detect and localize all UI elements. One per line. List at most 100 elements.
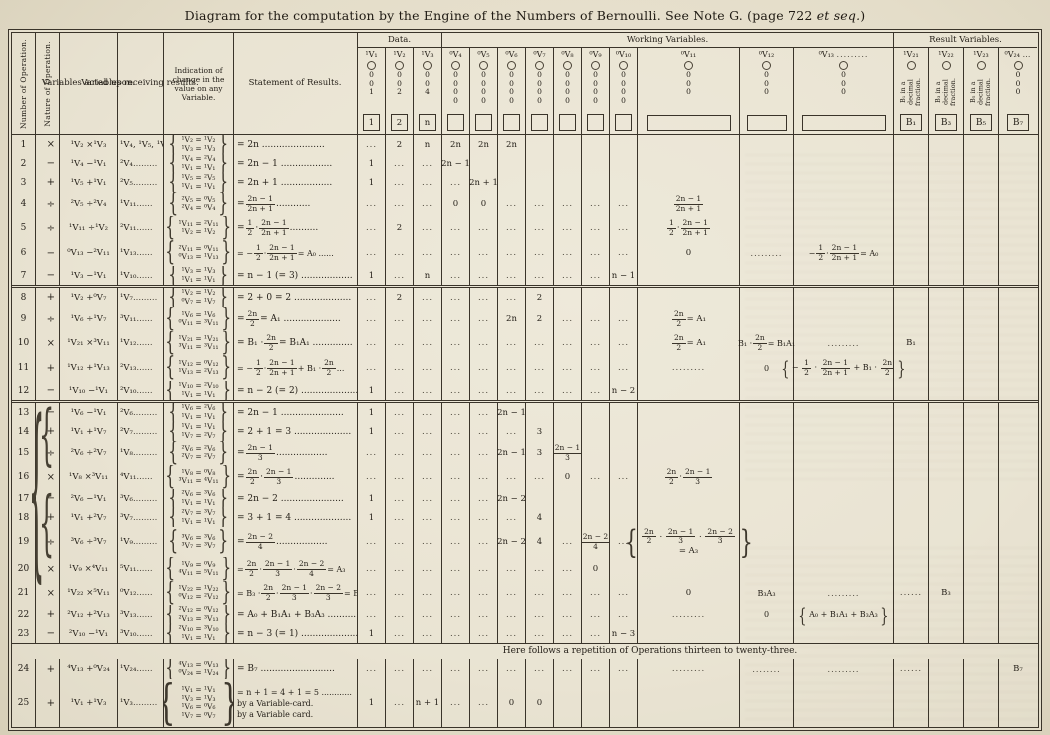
variable-label: ¹V₂₂ <box>938 50 954 59</box>
cell-v8: ... <box>554 557 582 581</box>
cell-v4: ... <box>442 216 470 240</box>
cell-v11 <box>638 557 740 581</box>
operation-number: 19 <box>12 527 36 557</box>
cell-v3: ... <box>414 192 442 216</box>
cell-v1: ... <box>358 441 386 465</box>
cell-v4: ... <box>442 624 470 643</box>
cell-v22 <box>929 266 964 285</box>
variable-circle-icon <box>535 61 544 70</box>
variable-circle-icon <box>507 61 516 70</box>
cell-v1: ... <box>358 216 386 240</box>
cell-v23 <box>964 135 999 154</box>
statement-of-results: = A₀ + B₁A₁ + B₃A₃ ............ <box>234 605 358 624</box>
cell-v21 <box>894 624 929 643</box>
initial-digit: 0 <box>593 70 598 79</box>
cell-v22 <box>929 465 964 489</box>
cell-v8: ... <box>554 216 582 240</box>
cell-v3: ... <box>414 489 442 508</box>
indication-of-change: {²V₆ = ²V₆ ²V₇ = ²V₇} <box>164 441 234 465</box>
variable-receiving-result: ¹V₁₂ ...... <box>118 331 164 355</box>
value-box: B₇ <box>1007 114 1029 131</box>
cell-v3: ... <box>414 581 442 605</box>
cell-v7: ... <box>526 605 554 624</box>
initial-digit: 0 <box>593 87 598 96</box>
cell-v22 <box>929 331 964 355</box>
variable-receiving-result: ²V₇ ......... <box>118 422 164 441</box>
variable-circle-icon <box>423 61 432 70</box>
variables-acted-upon: ¹V₂ +⁰V₇ <box>60 288 118 307</box>
cell-v6 <box>498 173 526 192</box>
cell-v4: ... <box>442 422 470 441</box>
column-header-v7: ⁰V₇ 0 0 0 0 <box>526 48 554 134</box>
variable-receiving-result: ³V₇ ......... <box>118 508 164 527</box>
header-variables-acted-upon: Variables acted upon. <box>42 33 135 134</box>
cell-v7: ... <box>526 624 554 643</box>
statement-of-results: = n − 2 (= 2) .................... <box>234 381 358 400</box>
variable-circle-icon <box>762 61 771 70</box>
cell-v24 <box>999 465 1037 489</box>
cell-v12: B₁ · 2n 2 = B₁A₁ <box>738 331 795 355</box>
cell-v3: ... <box>414 403 442 422</box>
indication-of-change: {¹V₃ = ¹V₃ ¹V₁ = ¹V₁} <box>164 266 234 285</box>
column-header-v5: ⁰V₅ 0 0 0 0 <box>470 48 498 134</box>
cell-v8 <box>554 135 582 154</box>
initial-digit: 0 <box>509 70 514 79</box>
variables-acted-upon: ¹V₈ ×³V₁₁ <box>60 465 118 489</box>
cell-v2: ... <box>386 266 414 285</box>
initial-digit: 0 <box>565 78 570 88</box>
cell-v2: ... <box>386 659 414 679</box>
cell-v1: 1 <box>358 173 386 192</box>
indication-of-change: {¹V₉ = ⁰V₉ ⁴V₁₁ = ⁵V₁₁} <box>164 557 234 581</box>
cell-v21 <box>894 288 929 307</box>
cell-v13 <box>794 135 894 154</box>
cell-v21 <box>894 381 929 400</box>
cell-v6: 2n − 1 <box>497 403 526 422</box>
statement-of-results: = B₃ · 2n2 · 2n − 13 · 2n − 23 = B₃A₃ <box>234 581 358 605</box>
cell-v10: ... <box>610 240 638 266</box>
cell-v2: ... <box>386 240 414 266</box>
variable-label: ¹V₂₃ <box>973 50 989 59</box>
operation-row: 18 + ¹V₁ +²V₇ ³V₇ .........{²V₇ = ³V₇ ¹V₁ = … <box>12 508 1038 527</box>
cell-v6: ... <box>498 422 526 441</box>
variables-acted-upon: ¹V₆ −¹V₁ <box>60 403 118 422</box>
cell-v13 <box>794 557 894 581</box>
cell-v3: ... <box>414 331 442 355</box>
cell-v13 <box>794 307 894 331</box>
cell-v4: ... <box>442 403 470 422</box>
cell-v2: ... <box>386 355 414 381</box>
value-box: B₃ <box>935 114 957 131</box>
cell-v11 <box>638 508 740 527</box>
cell-v9: ... <box>582 355 610 381</box>
cell-v11 <box>638 135 740 154</box>
cell-v22 <box>929 192 964 216</box>
cell-v9: ... <box>582 307 610 331</box>
cell-v5 <box>470 154 498 173</box>
cell-v21 <box>894 508 929 527</box>
cell-v9 <box>582 154 610 173</box>
variables-acted-upon: ¹V₂₁ ×³V₁₁ <box>60 331 118 355</box>
diagram-table: Number of Operation. Nature of Operation… <box>8 29 1042 731</box>
cell-v23 <box>964 465 999 489</box>
cell-v6: ... <box>498 331 526 355</box>
operation-sign: × <box>36 135 60 154</box>
cell-v5: ... <box>470 527 498 557</box>
value-box <box>646 115 731 131</box>
indication-of-change: {¹V₁₂ = ⁰V₁₂ ¹V₁₃ = ²V₁₃} <box>164 355 234 381</box>
cell-v10: ... <box>610 605 638 624</box>
cell-v4: ... <box>442 307 470 331</box>
variables-acted-upon: ¹V₅ +¹V₁ <box>60 173 118 192</box>
cell-v8: ... <box>554 581 582 605</box>
cell-v4: ... <box>442 679 470 727</box>
variables-acted-upon: ¹V₁₀ −¹V₁ <box>60 381 118 400</box>
cell-v11 <box>638 154 740 173</box>
cell-v10 <box>610 173 638 192</box>
initial-digit: 0 <box>841 70 846 79</box>
cell-v11 <box>638 624 740 643</box>
cell-v3: ... <box>414 216 442 240</box>
cell-v12 <box>740 403 794 422</box>
variable-label: ¹V₁ <box>365 50 378 59</box>
cell-v21 <box>894 240 929 266</box>
